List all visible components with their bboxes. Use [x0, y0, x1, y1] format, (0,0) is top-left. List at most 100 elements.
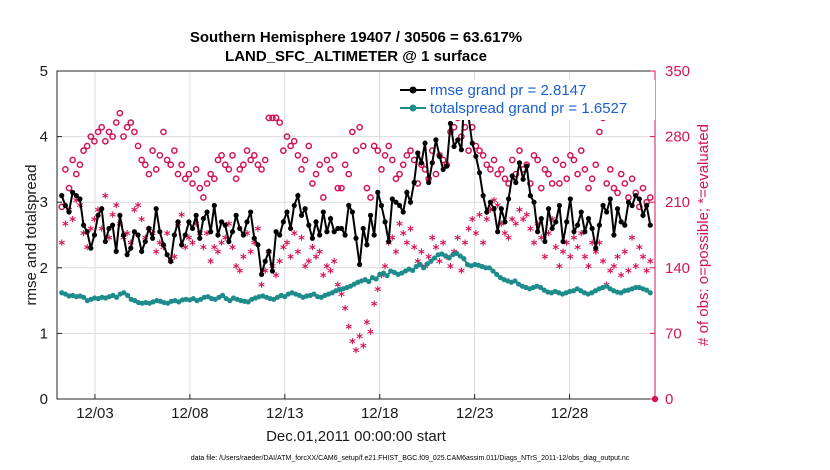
possible-obs-point [392, 175, 400, 183]
possible-obs-point [570, 156, 578, 164]
rmse-point [444, 163, 450, 169]
rmse-point [458, 147, 464, 153]
totalspread-point [311, 291, 317, 297]
rmse-point [171, 232, 177, 238]
evaluated-obs-point: * [429, 234, 436, 249]
rmse-point [175, 219, 181, 225]
rmse-point [633, 193, 639, 199]
evaluated-obs-point: * [563, 238, 570, 253]
series-layer: ** **************************************… [58, 81, 659, 403]
evaluated-obs-point: * [531, 238, 538, 253]
possible-obs-point [403, 151, 411, 159]
x-tick-label: 12/23 [456, 405, 494, 422]
totalspread-point [457, 253, 463, 259]
x-tick-label: 12/03 [76, 405, 114, 422]
totalspread-point [282, 294, 288, 300]
rmse-point [182, 232, 188, 238]
possible-obs-point [69, 156, 76, 164]
rmse-point [375, 189, 381, 195]
rmse-point [331, 229, 337, 235]
y-right-tick-label: 280 [665, 129, 690, 146]
evaluated-obs-point: * [349, 337, 356, 352]
evaluated-obs-point: * [131, 206, 138, 221]
y-axis-left: 0 1 2 3 4 5 [40, 63, 62, 408]
possible-obs-point [527, 180, 534, 187]
rmse-point [545, 206, 552, 212]
y-left-tick-label: 2 [40, 260, 48, 277]
y-axis-left-label: rmse and totalspread [23, 165, 40, 306]
evaluated-obs-point: * [305, 257, 312, 272]
possible-obs-point [537, 184, 545, 192]
evaluated-obs-point: * [153, 248, 160, 263]
rmse-point [313, 219, 319, 225]
rmse-point [585, 216, 592, 222]
possible-obs-point [316, 161, 324, 169]
legend-box [393, 80, 655, 120]
totalspread-point [633, 284, 639, 291]
rmse-point [378, 202, 385, 209]
possible-obs-point [83, 142, 91, 150]
evaluated-obs-point: * [309, 243, 316, 258]
rmse-point [535, 229, 541, 235]
possible-obs-point [581, 166, 589, 173]
rmse-point [571, 229, 577, 235]
totalspread-point [537, 284, 544, 291]
possible-obs-point [349, 128, 356, 136]
rmse-point [404, 189, 410, 195]
possible-obs-point [109, 133, 116, 140]
y-left-tick-label: 5 [40, 63, 48, 80]
possible-obs-point [87, 133, 95, 140]
rmse-point [288, 225, 294, 232]
evaluated-obs-point: * [440, 238, 447, 253]
possible-obs-point [127, 119, 135, 126]
possible-obs-point [207, 170, 215, 178]
rmse-point [258, 271, 265, 277]
evaluated-obs-point: * [156, 238, 163, 253]
rmse-point [146, 225, 152, 232]
rmse-point [335, 225, 341, 232]
evaluated-obs-point: * [385, 238, 392, 253]
possible-obs-point [407, 147, 414, 155]
rmse-point [429, 160, 435, 166]
footnote: data file: /Users/raeder/DAI/ATM_forcXX/… [191, 455, 630, 462]
evaluated-obs-point: * [87, 224, 94, 239]
legend: rmse grand pr = 2.8147 totalspread grand… [393, 80, 655, 120]
rmse-point [66, 209, 72, 215]
rmse-point [262, 258, 268, 264]
possible-obs-point [305, 142, 313, 150]
rmse-point [473, 153, 479, 159]
totalspread-point [124, 292, 131, 298]
evaluated-obs-point: * [276, 257, 283, 272]
evaluated-obs-point: * [567, 252, 574, 267]
evaluated-obs-point: * [614, 252, 621, 267]
rmse-point [317, 232, 323, 238]
possible-obs-point [272, 114, 280, 122]
rmse-point [91, 232, 98, 238]
evaluated-obs-point: * [487, 206, 494, 221]
possible-obs-point [541, 166, 549, 173]
totalspread-point [486, 265, 493, 271]
possible-obs-point [508, 156, 516, 164]
possible-obs-point [479, 151, 487, 159]
possible-obs-point [221, 161, 229, 169]
evaluated-obs-point: * [200, 243, 207, 258]
evaluated-obs-point: * [647, 257, 654, 272]
totalspread-point [227, 298, 233, 304]
evaluated-obs-point: * [636, 243, 643, 258]
evaluated-obs-point: * [229, 243, 236, 258]
evaluated-obs-point: * [167, 257, 174, 272]
evaluated-obs-point: * [69, 215, 76, 230]
possible-obs-point [269, 114, 276, 122]
rmse-point [476, 170, 483, 176]
possible-obs-point [131, 128, 138, 136]
evaluated-obs-point: * [491, 196, 498, 211]
rmse-point [59, 193, 65, 199]
possible-obs-point [432, 170, 440, 178]
evaluated-obs-point: * [73, 196, 80, 211]
possible-obs-point [91, 137, 98, 145]
evaluated-obs-point: * [476, 210, 483, 225]
possible-obs-point [120, 133, 127, 140]
x-axis-label: Dec.01,2011 00:00:00 start [266, 428, 447, 445]
evaluated-obs-point: * [211, 243, 218, 258]
evaluated-obs-point: * [109, 210, 116, 225]
